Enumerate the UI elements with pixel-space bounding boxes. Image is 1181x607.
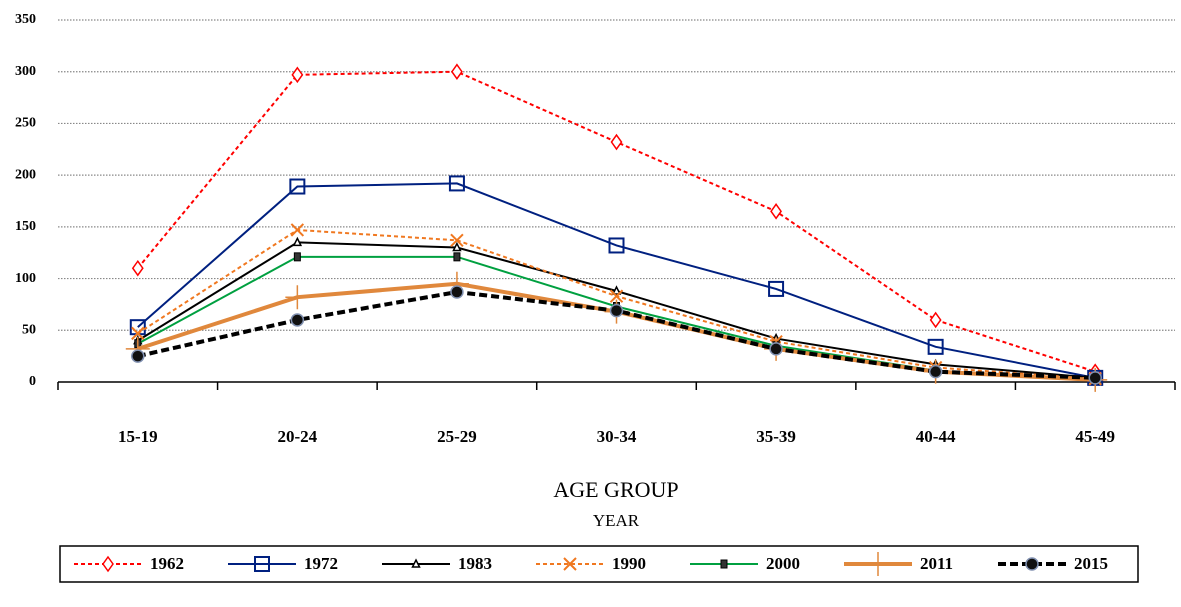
marker: [289, 178, 306, 195]
y-tick-label: 150: [15, 219, 36, 234]
x-tick-label: 20-24: [278, 427, 318, 446]
x-tick-label: 25-29: [437, 427, 477, 446]
marker: [768, 280, 785, 297]
y-tick-label: 200: [15, 167, 36, 182]
marker: [448, 175, 465, 192]
marker: [866, 552, 890, 576]
marker: [411, 558, 421, 568]
marker: [769, 342, 783, 356]
marker: [102, 555, 114, 573]
legend-label: 1983: [458, 554, 492, 573]
legend-box: [59, 545, 1139, 583]
marker: [928, 364, 943, 379]
marker: [770, 203, 782, 220]
x-axis-label: AGE GROUP: [553, 477, 678, 502]
legend-label: 2000: [766, 554, 800, 573]
marker: [1025, 557, 1039, 571]
x-tick-label: 45-49: [1075, 427, 1115, 446]
y-tick-label: 50: [22, 323, 36, 338]
marker: [609, 303, 624, 318]
series-line: [137, 182, 1096, 379]
legend-label: 1962: [150, 554, 184, 573]
marker: [292, 236, 303, 247]
marker: [1088, 371, 1102, 385]
y-tick-label: 100: [15, 271, 36, 286]
marker: [290, 223, 305, 237]
marker: [131, 326, 145, 341]
x-tick-label: 30-34: [597, 427, 637, 446]
legend-label: 2011: [920, 554, 953, 573]
marker: [610, 133, 623, 151]
legend-title: YEAR: [593, 511, 640, 530]
y-tick-label: 0: [29, 374, 36, 389]
y-tick-label: 350: [15, 12, 36, 27]
y-tick-label: 300: [15, 64, 36, 79]
marker: [450, 285, 464, 299]
y-tick-label: 250: [15, 116, 36, 131]
marker: [285, 285, 310, 310]
marker: [291, 66, 304, 84]
marker: [453, 252, 461, 262]
marker: [254, 556, 270, 572]
legend-label: 2015: [1074, 554, 1108, 573]
series-line: [137, 70, 1096, 373]
marker: [451, 63, 463, 81]
marker: [290, 313, 305, 327]
x-tick-label: 35-39: [756, 427, 796, 446]
x-tick-label: 15-19: [118, 427, 158, 446]
marker: [293, 252, 301, 262]
marker: [131, 259, 144, 277]
marker: [929, 311, 942, 329]
marker: [720, 559, 728, 569]
marker: [609, 289, 624, 303]
legend-label: 1990: [612, 554, 646, 573]
marker: [452, 241, 462, 252]
marker: [611, 285, 622, 295]
x-tick-label: 40-44: [916, 427, 956, 446]
marker: [131, 349, 145, 363]
legend-label: 1972: [304, 554, 338, 573]
marker: [563, 557, 577, 571]
marker: [927, 338, 944, 355]
marker: [450, 233, 464, 248]
marker: [608, 237, 625, 254]
